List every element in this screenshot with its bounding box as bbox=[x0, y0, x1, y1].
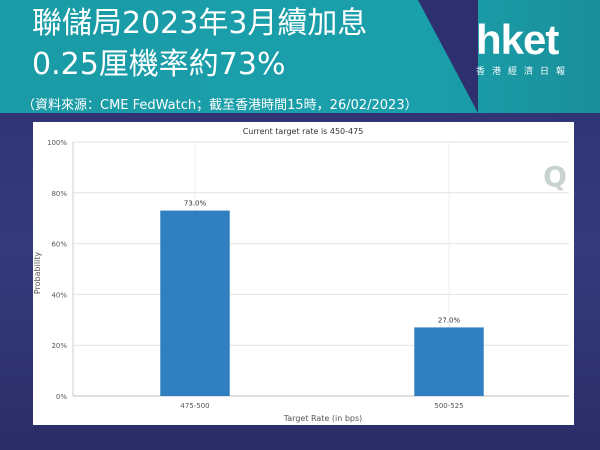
data-label: 27.0% bbox=[438, 316, 461, 324]
logo-subtitle: 香港經濟日報 bbox=[476, 67, 573, 77]
y-tick-label: 0% bbox=[56, 393, 67, 401]
hket-logo: hket 香港經濟日報 bbox=[476, 18, 586, 90]
header-divider bbox=[418, 0, 478, 113]
y-tick-label: 80% bbox=[51, 190, 67, 198]
x-tick-labels: 475-500 500-525 bbox=[180, 402, 463, 410]
bar bbox=[160, 210, 230, 396]
page-title-line2: 0.25厘機率約73% bbox=[32, 47, 286, 82]
data-label: 73.0% bbox=[184, 200, 207, 208]
x-tick-label: 500-525 bbox=[434, 402, 463, 410]
watermark-q-icon: Q bbox=[543, 160, 567, 193]
x-axis-label: Target Rate (in bps) bbox=[283, 414, 363, 423]
y-axis-label: Probability bbox=[33, 252, 42, 295]
y-tick-label: 20% bbox=[51, 342, 67, 350]
page-title-line1: 聯儲局2023年3月續加息 bbox=[32, 6, 368, 41]
chart-frame: Current target rate is 450-475 0% 20% 40% 6… bbox=[33, 122, 574, 425]
bar-chart: Current target rate is 450-475 0% 20% 40% 6… bbox=[33, 127, 569, 423]
logo-wordmark: hket bbox=[476, 16, 559, 63]
source-note: （資料來源：CME FedWatch；截至香港時間15時，26/02/2023） bbox=[22, 98, 418, 113]
gridlines bbox=[72, 141, 569, 397]
x-tick-label: 475-500 bbox=[180, 402, 209, 410]
y-tick-label: 60% bbox=[51, 241, 67, 249]
y-tick-labels: 0% 20% 40% 60% 80% 100% bbox=[47, 139, 67, 401]
chart-title: Current target rate is 450-475 bbox=[243, 127, 364, 136]
header-band bbox=[0, 0, 600, 113]
bars: 73.0% 27.0% bbox=[160, 200, 484, 396]
bar bbox=[414, 327, 484, 396]
y-tick-label: 40% bbox=[51, 291, 67, 299]
y-tick-label: 100% bbox=[47, 139, 67, 147]
